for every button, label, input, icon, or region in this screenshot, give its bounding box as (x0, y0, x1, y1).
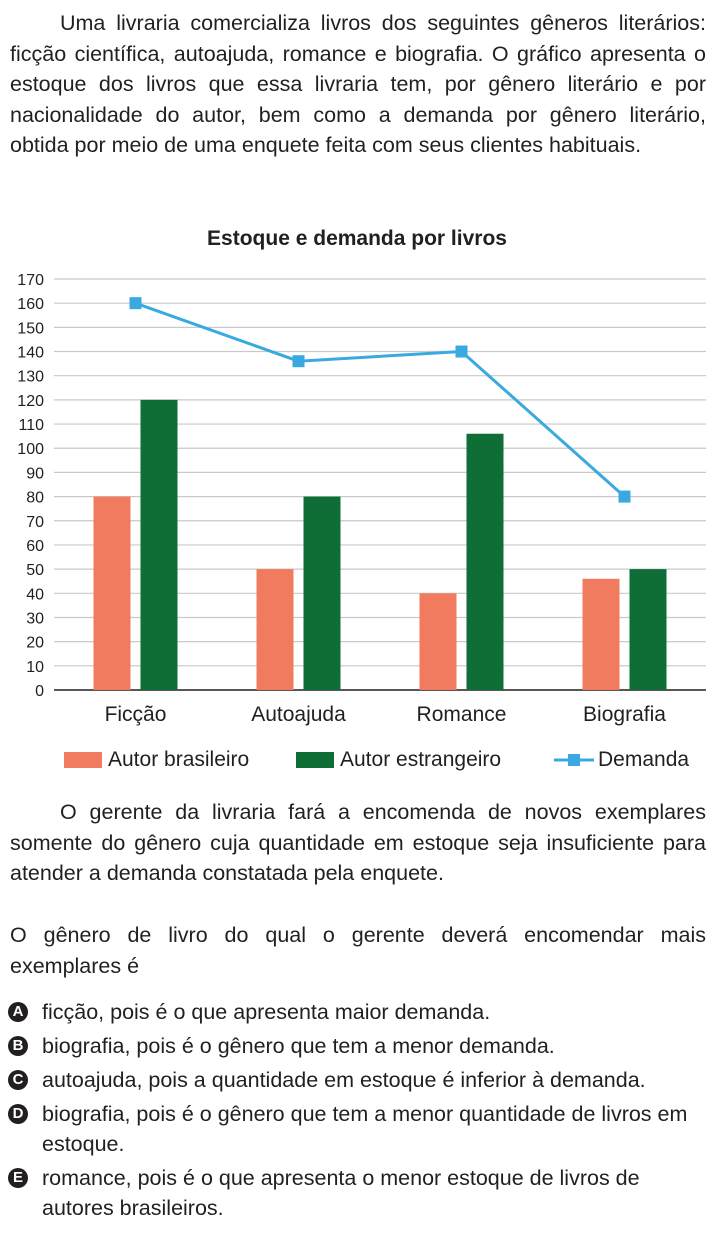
option-a[interactable]: A ficção, pois é o que apresenta maior d… (8, 997, 708, 1027)
intro-paragraph: Uma livraria comercializa livros dos seg… (10, 11, 706, 157)
bar-autor-estrangeiro-2 (466, 433, 504, 690)
option-e-letter: E (8, 1168, 28, 1188)
x-tick-labels: Ficção Autoajuda Romance Biografia (105, 703, 667, 726)
chart-legend: Autor brasileiro Autor estrangeiro Deman… (64, 745, 714, 775)
bar-autor-brasileiro-3 (582, 578, 620, 690)
y-tick-label: 10 (26, 659, 44, 676)
demand-line (129, 297, 631, 503)
bar-autor-estrangeiro-0 (140, 399, 178, 690)
y-tick-label: 90 (26, 465, 44, 482)
chart: 0 10 20 30 40 50 60 70 80 90 100 110 120 130 140 150 160… (17, 272, 706, 726)
y-tick-label: 0 (35, 683, 44, 700)
y-tick-label: 60 (26, 538, 44, 555)
y-tick-label: 70 (26, 514, 44, 531)
option-d[interactable]: D biografia, pois é o gênero que tem a m… (8, 1099, 708, 1159)
y-tick-label: 170 (17, 272, 44, 289)
y-tick-label: 100 (17, 441, 44, 458)
option-d-letter: D (8, 1104, 28, 1124)
legend-marker-demanda (554, 754, 594, 766)
x-tick-label: Romance (417, 703, 507, 726)
option-a-text: ficção, pois é o que apresenta maior dem… (42, 1000, 491, 1024)
option-a-letter: A (8, 1002, 28, 1022)
option-c[interactable]: C autoajuda, pois a quantidade em estoqu… (8, 1065, 708, 1095)
y-tick-label: 80 (26, 490, 44, 507)
y-tick-label: 40 (26, 586, 44, 603)
demand-point-2 (455, 345, 468, 358)
legend-label-autor-estrangeiro: Autor estrangeiro (340, 748, 502, 771)
demand-series-line (134, 301, 626, 498)
demand-point-3 (618, 490, 631, 503)
bar-autor-brasileiro-0 (93, 496, 131, 690)
y-tick-label: 160 (17, 296, 44, 313)
legend-item-autor-estrangeiro: Autor estrangeiro (296, 745, 501, 775)
x-tick-label: Autoajuda (251, 703, 346, 726)
option-c-text: autoajuda, pois a quantidade em estoque … (42, 1068, 646, 1092)
y-tick-label: 120 (17, 393, 44, 410)
legend-label-demanda: Demanda (598, 748, 690, 771)
y-tick-label: 110 (18, 417, 44, 434)
option-e[interactable]: E romance, pois é o que apresenta o meno… (8, 1163, 708, 1223)
y-tick-label: 20 (26, 635, 44, 652)
legend-swatch-autor-estrangeiro (296, 752, 334, 768)
bar-autor-estrangeiro-3 (629, 569, 667, 690)
option-c-letter: C (8, 1070, 28, 1090)
answer-options: A ficção, pois é o que apresenta maior d… (8, 997, 708, 1227)
legend-item-demanda: Demanda (554, 745, 689, 775)
option-b[interactable]: B biografia, pois é o gênero que tem a m… (8, 1031, 708, 1061)
bars (93, 399, 667, 690)
y-tick-label: 130 (17, 369, 44, 386)
option-d-text: biografia, pois é o gênero que tem a men… (42, 1102, 688, 1156)
bar-autor-brasileiro-2 (419, 593, 457, 690)
y-tick-label: 30 (26, 610, 44, 627)
x-tick-label: Biografia (583, 703, 666, 726)
x-tick-label: Ficção (105, 703, 167, 726)
bar-autor-brasileiro-1 (256, 569, 294, 690)
legend-label-autor-brasileiro: Autor brasileiro (108, 748, 250, 771)
option-b-text: biografia, pois é o gênero que tem a men… (42, 1034, 555, 1058)
prompt-paragraph: O gênero de livro do qual o gerente deve… (10, 923, 706, 978)
y-tick-label: 50 (26, 562, 44, 579)
option-e-text: romance, pois é o que apresenta o menor … (42, 1166, 640, 1220)
option-b-letter: B (8, 1036, 28, 1056)
demand-point-0 (129, 297, 142, 310)
bar-autor-estrangeiro-1 (303, 496, 341, 690)
middle-paragraph: O gerente da livraria fará a encomenda d… (10, 800, 706, 885)
legend-item-autor-brasileiro: Autor brasileiro (64, 745, 249, 775)
y-tick-label: 140 (17, 345, 44, 362)
legend-swatch-autor-brasileiro (64, 752, 102, 768)
y-tick-label: 150 (17, 320, 44, 337)
demand-point-1 (292, 355, 305, 368)
chart-title: Estoque e demanda por livros (207, 227, 507, 250)
y-tick-labels: 0 10 20 30 40 50 60 70 80 90 100 110 120 130 140 150 160… (17, 272, 44, 700)
